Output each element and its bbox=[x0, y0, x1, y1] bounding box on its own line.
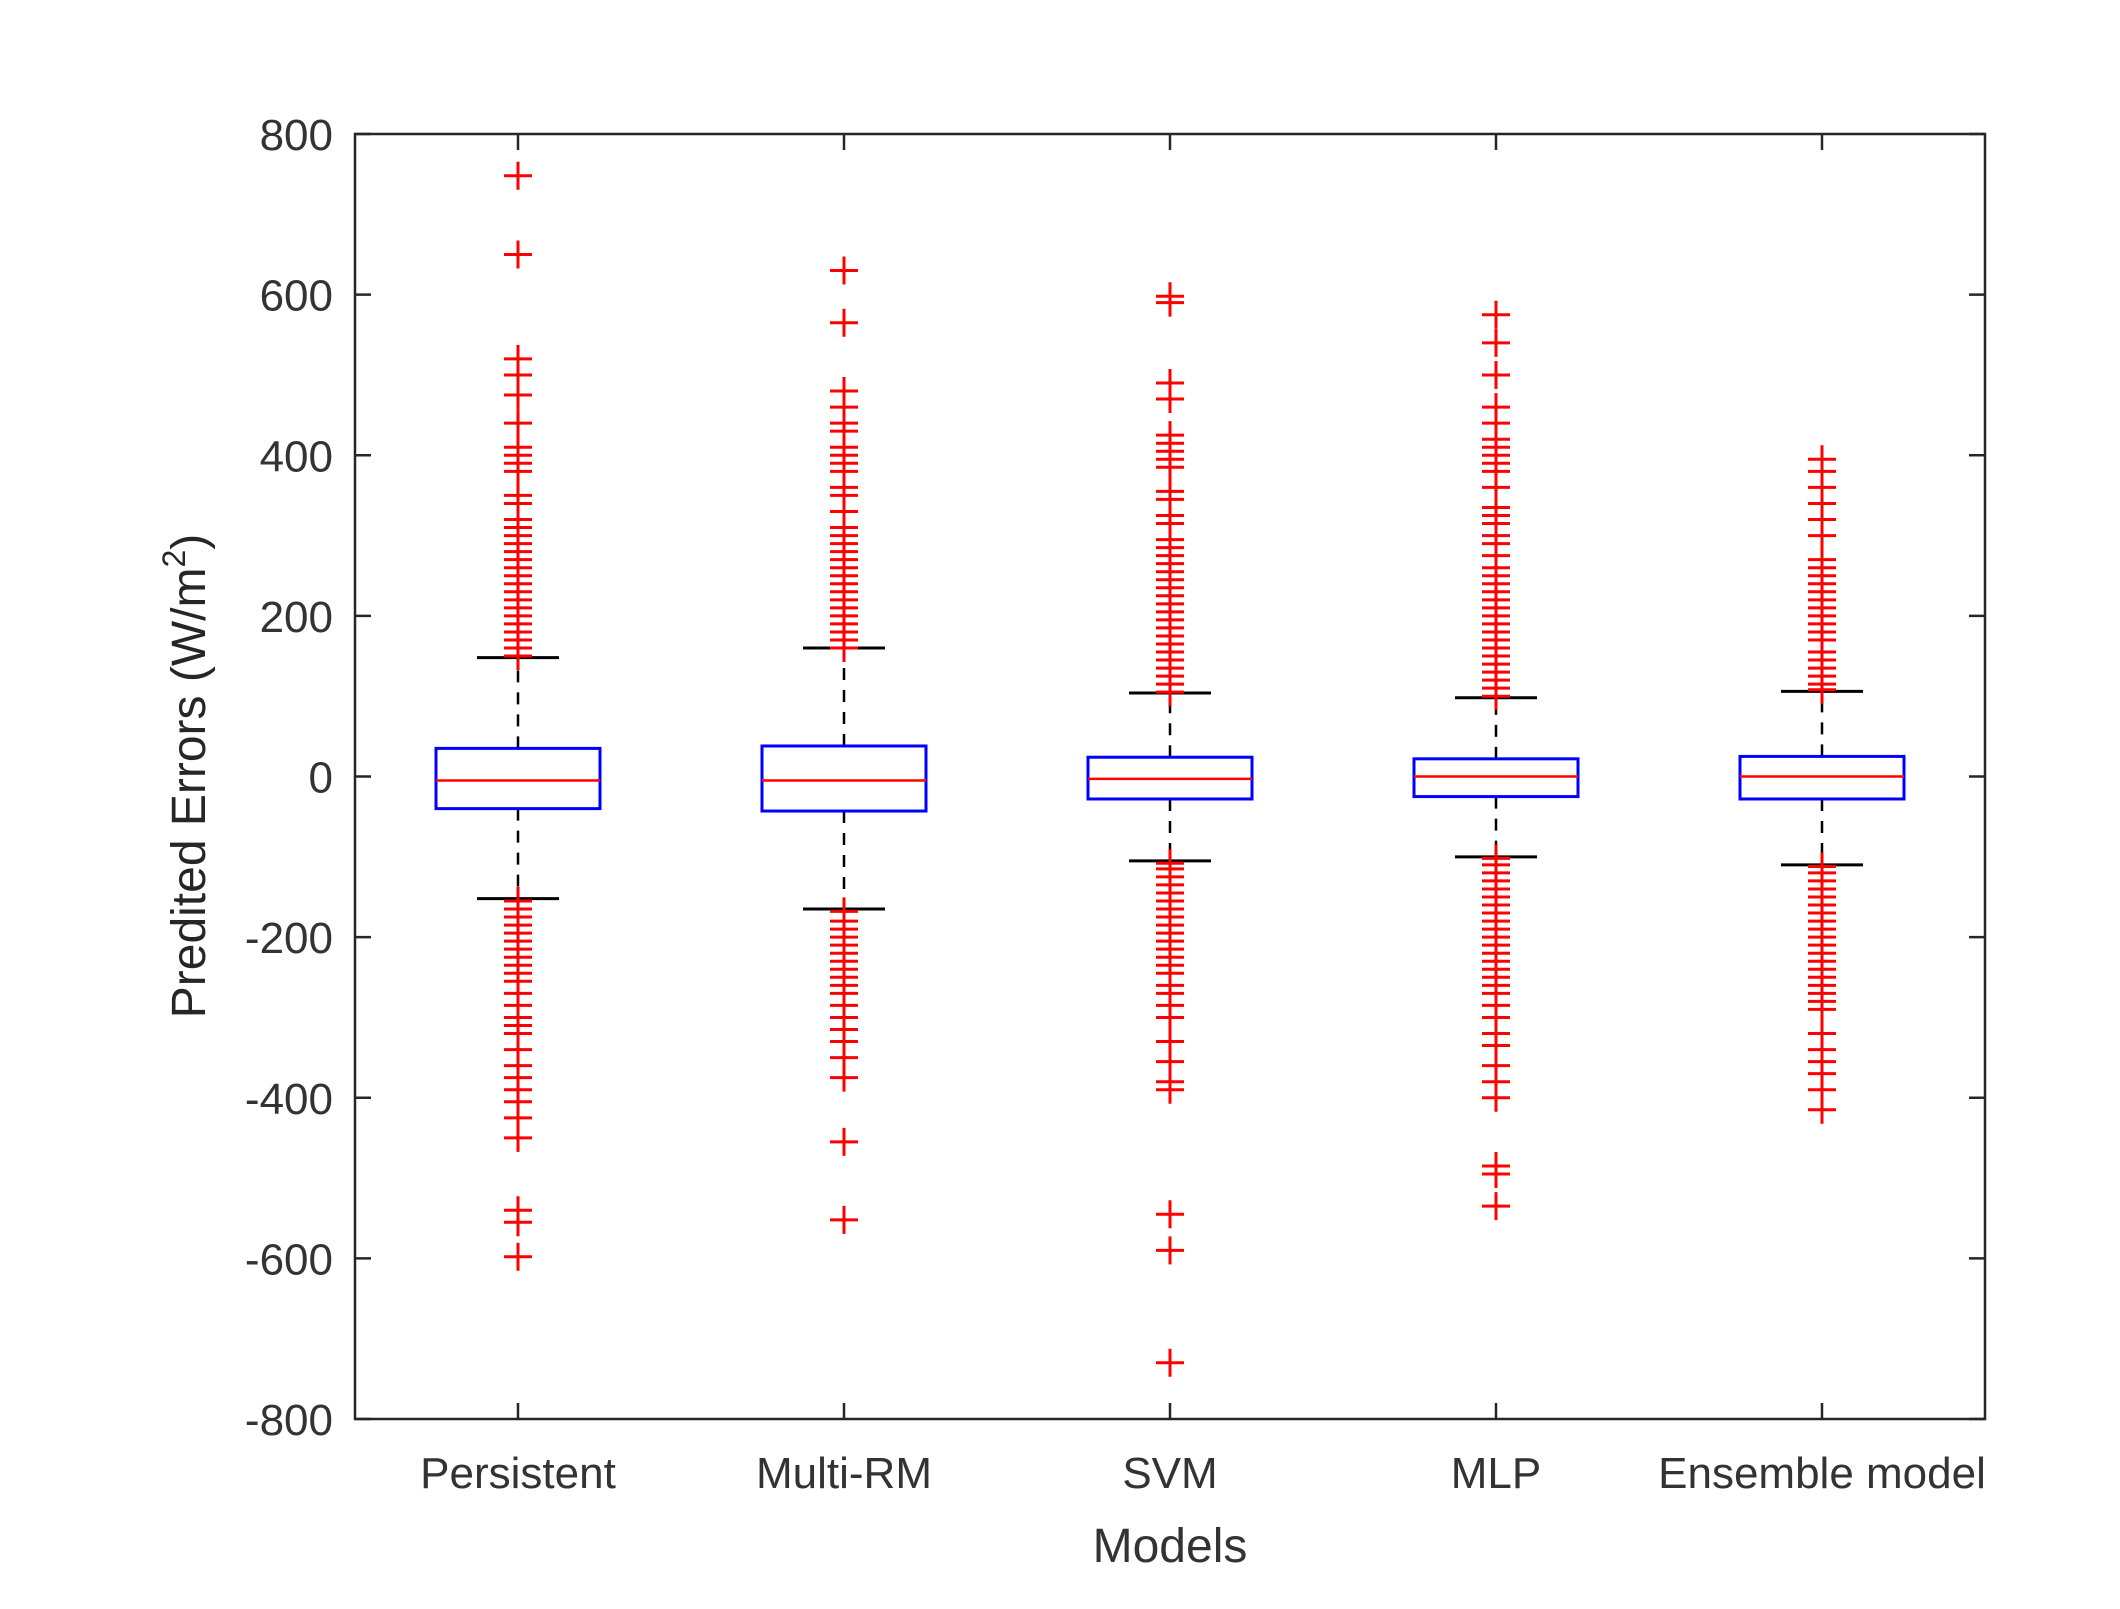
outlier-marker bbox=[830, 1063, 858, 1092]
x-tick-label: Multi-RM bbox=[756, 1449, 932, 1498]
y-tick-label: 0 bbox=[309, 754, 333, 803]
axes-frame bbox=[353, 132, 1987, 1421]
y-tick-label: 400 bbox=[260, 432, 333, 481]
outlier-marker bbox=[1482, 1160, 1510, 1189]
y-axis-label-end: ) bbox=[163, 534, 216, 550]
box-group bbox=[1738, 445, 1906, 1124]
outlier-marker bbox=[830, 256, 858, 285]
x-tick-labels: Persistent Multi-RM SVM MLP Ensemble model bbox=[420, 1449, 1986, 1498]
x-axis-label: Models bbox=[1093, 1520, 1248, 1573]
outlier-marker bbox=[504, 409, 532, 438]
outlier-marker bbox=[1482, 360, 1510, 389]
y-axis-label: Predited Errors (W/m2) bbox=[156, 534, 216, 1019]
outlier-marker bbox=[504, 1242, 532, 1271]
outlier-marker bbox=[1482, 1083, 1510, 1112]
box-series bbox=[434, 161, 1906, 1377]
x-tick-label: SVM bbox=[1122, 1449, 1217, 1498]
box-iqr bbox=[434, 746, 602, 811]
box-group bbox=[434, 161, 602, 1271]
outlier-marker bbox=[1482, 328, 1510, 357]
outlier-marker bbox=[1156, 421, 1184, 450]
x-tick-label: Persistent bbox=[420, 1449, 616, 1498]
outlier-marker bbox=[1482, 393, 1510, 422]
outlier-marker bbox=[504, 433, 532, 462]
outlier-marker bbox=[830, 1127, 858, 1156]
outlier-marker bbox=[1808, 545, 1836, 574]
box-iqr bbox=[760, 744, 928, 813]
y-tick-label: -400 bbox=[245, 1075, 333, 1124]
outlier-marker bbox=[830, 1205, 858, 1234]
box-group bbox=[1086, 282, 1254, 1377]
y-tick-labels: -800 -600 -400 -200 0 200 400 600 800 bbox=[245, 111, 333, 1445]
box-group bbox=[1412, 300, 1580, 1221]
outlier-marker bbox=[504, 161, 532, 190]
outlier-marker bbox=[830, 377, 858, 405]
y-axis-label-superscript: 2 bbox=[156, 550, 192, 568]
outlier-marker bbox=[1482, 300, 1510, 329]
x-tick-label: Ensemble model bbox=[1658, 1449, 1986, 1498]
y-tick-label: 600 bbox=[260, 272, 333, 321]
outlier-marker bbox=[1808, 445, 1836, 474]
y-tick-label: 800 bbox=[260, 111, 333, 160]
y-tick-label: -800 bbox=[245, 1396, 333, 1445]
outlier-marker bbox=[1156, 368, 1184, 397]
outlier-marker bbox=[1156, 477, 1184, 506]
outlier-marker bbox=[1156, 1003, 1184, 1032]
outlier-marker bbox=[504, 1208, 532, 1237]
y-tick-label: 200 bbox=[260, 593, 333, 642]
outlier-marker bbox=[1156, 1348, 1184, 1377]
x-tick-label: MLP bbox=[1451, 1449, 1541, 1498]
outlier-marker bbox=[504, 344, 532, 373]
y-axis-label-main: Predited Errors (W/m bbox=[163, 568, 216, 1019]
outlier-marker bbox=[504, 1123, 532, 1152]
outlier-marker bbox=[830, 308, 858, 337]
outlier-marker bbox=[1156, 1200, 1184, 1229]
outlier-marker bbox=[1808, 1095, 1836, 1124]
y-tick-label: -200 bbox=[245, 914, 333, 963]
box-group bbox=[760, 256, 928, 1234]
outlier-marker bbox=[1482, 1192, 1510, 1221]
outlier-marker bbox=[1156, 1236, 1184, 1265]
outlier-marker bbox=[1156, 282, 1184, 311]
outlier-marker bbox=[1808, 995, 1836, 1024]
outlier-marker bbox=[1156, 1075, 1184, 1104]
y-tick-label: -600 bbox=[245, 1235, 333, 1284]
outlier-marker bbox=[504, 481, 532, 510]
outlier-marker bbox=[504, 240, 532, 269]
